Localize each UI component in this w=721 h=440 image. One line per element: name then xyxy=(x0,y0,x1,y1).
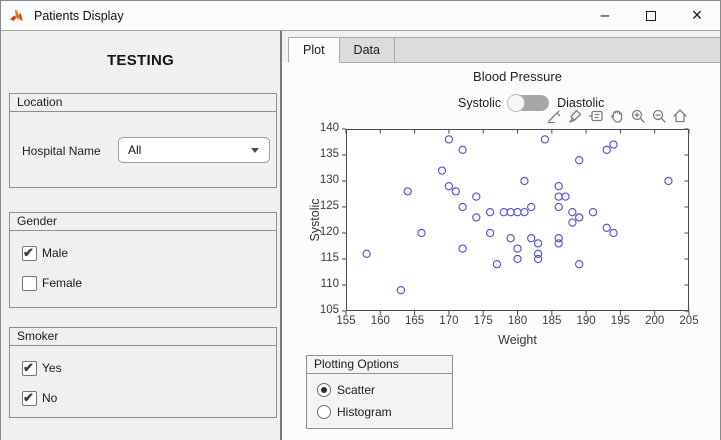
tab-plot[interactable]: Plot xyxy=(288,37,340,63)
switch-left-label: Systolic xyxy=(458,96,502,110)
brush-icon[interactable] xyxy=(566,107,584,125)
export-icon[interactable] xyxy=(545,107,563,125)
y-tick-label: 105 xyxy=(319,304,339,316)
checkbox-female-label: Female xyxy=(42,276,83,290)
x-tick-label: 205 xyxy=(679,315,699,327)
hospital-name-label: Hospital Name xyxy=(22,144,101,158)
checkbox-icon[interactable] xyxy=(22,360,37,376)
location-panel: Location Hospital Name All xyxy=(9,93,277,188)
y-tick-label: 115 xyxy=(320,252,339,264)
maximize-icon xyxy=(646,10,656,21)
radio-icon[interactable] xyxy=(317,404,331,419)
x-tick-label: 185 xyxy=(542,315,562,327)
checkbox-icon[interactable] xyxy=(22,390,37,406)
display-pane: Plot Data Blood Pressure Systolic Diasto… xyxy=(282,31,720,440)
title-bar: Patients Display – × xyxy=(1,1,720,31)
window-controls: – × xyxy=(582,1,720,30)
y-tick-label: 140 xyxy=(319,122,339,134)
testing-heading: TESTING xyxy=(106,52,175,69)
minimize-button[interactable]: – xyxy=(600,6,610,24)
x-tick-label: 190 xyxy=(576,315,596,327)
checkbox-icon[interactable] xyxy=(22,245,37,261)
y-tick-label: 120 xyxy=(319,226,339,238)
x-axis-label: Weight xyxy=(498,333,537,347)
radio-histogram-label: Histogram xyxy=(337,404,392,419)
restore-view-icon[interactable] xyxy=(671,107,689,125)
x-tick-label: 165 xyxy=(405,315,425,327)
y-tick-label: 110 xyxy=(320,278,339,290)
checkbox-no-label: No xyxy=(42,391,58,405)
datatips-icon[interactable] xyxy=(587,107,605,125)
plotting-options-panel: Plotting Options Scatter Histogram xyxy=(306,355,453,429)
hospital-name-dropdown[interactable]: All xyxy=(118,137,270,163)
zoom-in-icon[interactable] xyxy=(629,107,647,125)
zoom-out-icon[interactable] xyxy=(650,107,668,125)
switch-row: Systolic Diastolic xyxy=(458,94,605,112)
close-button[interactable]: × xyxy=(691,5,703,25)
y-tick-label: 130 xyxy=(319,174,339,186)
tab-data[interactable]: Data xyxy=(339,37,395,63)
axes-toolbar xyxy=(545,107,689,125)
plot-tab-content: Blood Pressure Systolic Diastolic xyxy=(282,63,720,440)
plot-title: Blood Pressure xyxy=(473,69,562,84)
plot-area: Blood Pressure Systolic Diastolic xyxy=(308,69,699,347)
systolic-diastolic-switch[interactable] xyxy=(507,94,550,112)
checkbox-icon[interactable] xyxy=(22,275,37,291)
radio-icon[interactable] xyxy=(317,382,331,397)
x-tick-label: 195 xyxy=(610,315,630,327)
chevron-down-icon xyxy=(251,147,259,153)
scatter-plot-canvas[interactable] xyxy=(342,128,690,315)
window-title: Patients Display xyxy=(34,8,124,23)
x-tick-label: 160 xyxy=(370,315,390,327)
radio-histogram[interactable]: Histogram xyxy=(317,404,392,419)
smoker-panel: Smoker Yes No xyxy=(9,327,277,418)
hospital-name-dropdown-value: All xyxy=(128,143,142,157)
plotting-options-title: Plotting Options xyxy=(307,356,452,374)
checkbox-female[interactable]: Female xyxy=(22,275,82,291)
gender-panel: Gender Male Female xyxy=(9,212,277,308)
checkbox-male[interactable]: Male xyxy=(22,245,68,261)
maximize-button[interactable] xyxy=(628,1,674,30)
checkbox-yes-label: Yes xyxy=(42,361,62,375)
checkbox-no[interactable]: No xyxy=(22,390,57,406)
controls-sidebar: TESTING Location Hospital Name All Gende… xyxy=(1,31,282,440)
x-tick-label: 155 xyxy=(336,315,356,327)
tab-bar: Plot Data xyxy=(282,31,720,63)
location-panel-title: Location xyxy=(10,94,276,112)
x-tick-label: 175 xyxy=(473,315,493,327)
y-tick-label: 125 xyxy=(319,200,339,212)
radio-scatter[interactable]: Scatter xyxy=(317,382,375,397)
switch-right-label: Diastolic xyxy=(557,96,605,110)
smoker-panel-title: Smoker xyxy=(10,328,276,346)
x-tick-label: 180 xyxy=(507,315,528,327)
x-tick-label: 170 xyxy=(439,315,459,327)
radio-scatter-label: Scatter xyxy=(337,382,376,397)
checkbox-yes[interactable]: Yes xyxy=(22,360,62,376)
switch-knob-icon[interactable] xyxy=(507,94,526,112)
tab-bar-filler xyxy=(394,37,720,63)
matlab-app-icon xyxy=(9,7,26,24)
x-tick-label: 200 xyxy=(645,315,665,327)
checkbox-male-label: Male xyxy=(42,246,69,260)
pan-icon[interactable] xyxy=(608,107,626,125)
gender-panel-title: Gender xyxy=(10,213,276,231)
y-tick-label: 135 xyxy=(319,148,339,160)
